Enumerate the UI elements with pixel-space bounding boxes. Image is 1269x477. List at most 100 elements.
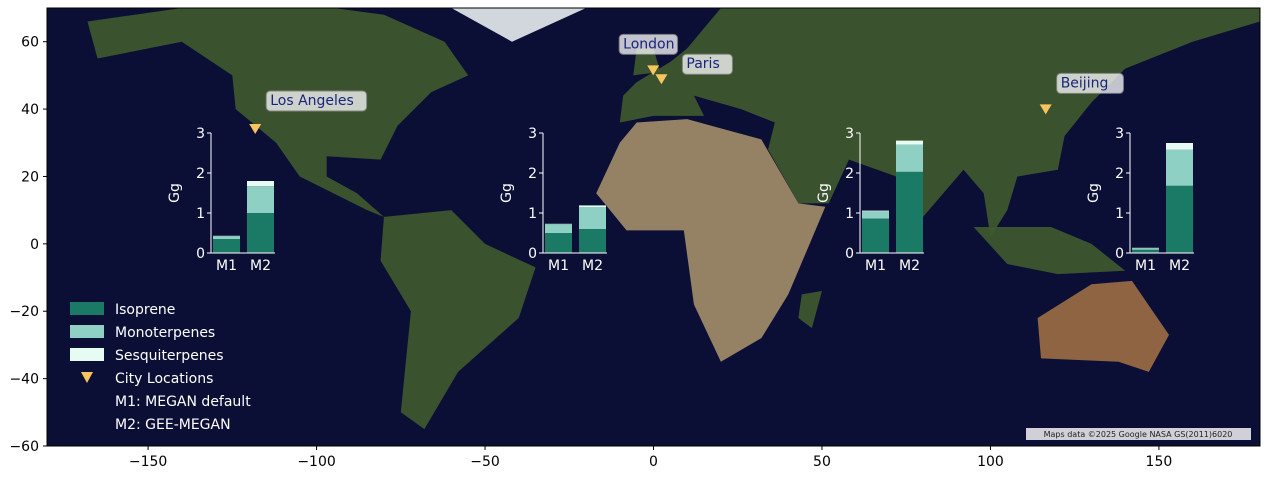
y-tick-label: 20 — [21, 169, 39, 185]
city-marker — [655, 74, 668, 85]
bar-monoterpenes — [1166, 149, 1193, 186]
bar-sesquiterpenes — [862, 210, 889, 212]
city-label-text: Beijing — [1061, 75, 1109, 91]
inset-y-tick-label: 3 — [528, 126, 537, 142]
x-tick-label: 150 — [1146, 454, 1173, 470]
legend-label: City Locations — [115, 371, 213, 387]
x-tick-label: −100 — [297, 454, 335, 470]
inset-y-label: Gg — [499, 183, 515, 203]
y-tick-label: −20 — [9, 304, 39, 320]
landmass-africa — [596, 119, 826, 362]
city-marker — [647, 65, 660, 76]
y-tick-label: −40 — [9, 372, 39, 388]
y-tick-label: 60 — [21, 35, 39, 51]
inset-y-tick-label: 1 — [196, 206, 205, 222]
inset-x-tick-label: M1 — [865, 258, 886, 274]
landmass-south-america — [380, 210, 536, 430]
legend-label: Isoprene — [115, 302, 175, 318]
landmass-north-america — [87, 8, 469, 217]
landmass-indonesia — [973, 227, 1126, 275]
bar-monoterpenes — [862, 211, 889, 219]
inset-y-label: Gg — [167, 183, 183, 203]
city-label: Los Angeles — [265, 90, 368, 112]
bar-monoterpenes — [247, 186, 274, 213]
attribution-box — [1026, 428, 1251, 440]
bar-monoterpenes — [213, 236, 240, 239]
bar-sesquiterpenes — [579, 205, 606, 207]
inset-bar-chart: M1 M2 0 1 2 3 Gg — [167, 126, 275, 274]
bar-monoterpenes — [1132, 248, 1159, 250]
city-label-text: Paris — [686, 56, 719, 72]
inset-y-tick-label: 3 — [845, 126, 854, 142]
inset-bar-chart: M1 M2 0 1 2 3 Gg — [816, 126, 924, 274]
x-tick-label: 100 — [977, 454, 1004, 470]
legend: Isoprene Monoterpenes Sesquiterpenes City L… — [70, 302, 251, 433]
inset-x-tick-label: M1 — [548, 258, 569, 274]
bar-sesquiterpenes — [247, 181, 274, 187]
city-label: Beijing — [1056, 72, 1125, 94]
x-tick-label: 50 — [813, 454, 831, 470]
inset-y-tick-label: 1 — [528, 206, 537, 222]
landmass-greenland — [451, 8, 587, 42]
city-label-box — [265, 90, 368, 112]
inset-y-tick-label: 2 — [196, 166, 205, 182]
inset-y-tick-label: 1 — [845, 206, 854, 222]
inset-y-tick-label: 2 — [1115, 166, 1124, 182]
city-label-text: Los Angeles — [270, 93, 354, 109]
inset-y-tick-label: 0 — [196, 246, 205, 262]
inset-y-tick-label: 2 — [845, 166, 854, 182]
landmass-madagascar — [798, 291, 822, 329]
bar-isoprene — [862, 218, 889, 253]
bar-isoprene — [545, 233, 572, 253]
city-label: London — [618, 33, 679, 55]
landmass-australia — [1037, 280, 1170, 372]
legend-swatch-monoterpenes — [70, 325, 104, 338]
inset-y-tick-label: 3 — [196, 126, 205, 142]
inset-y-tick-label: 1 — [1115, 206, 1124, 222]
bar-monoterpenes — [896, 144, 923, 172]
city-label-text: London — [623, 36, 674, 52]
bar-monoterpenes — [579, 207, 606, 229]
inset-y-tick-label: 0 — [845, 246, 854, 262]
inset-bar-chart: M1 M2 0 1 2 3 Gg — [499, 126, 607, 274]
bar-isoprene — [247, 213, 274, 253]
bar-isoprene — [579, 229, 606, 253]
inset-y-tick-label: 0 — [528, 246, 537, 262]
city-marker — [249, 123, 262, 134]
bar-isoprene — [1166, 185, 1193, 253]
city-label: Paris — [681, 53, 733, 75]
inset-x-tick-label: M1 — [216, 258, 237, 274]
bar-isoprene — [896, 171, 923, 253]
bar-monoterpenes — [545, 224, 572, 233]
y-tick-label: 0 — [30, 237, 39, 253]
landmass-eurasia — [619, 8, 1260, 238]
y-tick-label: −60 — [9, 439, 39, 455]
inset-x-tick-label: M2 — [1169, 258, 1190, 274]
inset-x-tick-label: M1 — [1135, 258, 1156, 274]
legend-label: Sesquiterpenes — [115, 348, 224, 364]
bar-isoprene — [213, 239, 240, 253]
inset-y-tick-label: 2 — [528, 166, 537, 182]
legend-swatch-sesquiterpenes — [70, 348, 104, 361]
x-tick-label: −50 — [470, 454, 500, 470]
x-tick-label: 0 — [649, 454, 658, 470]
city-label-box — [1056, 72, 1125, 94]
city-label-box — [618, 33, 679, 55]
city-marker — [1039, 104, 1052, 115]
y-tick-label: 40 — [21, 102, 39, 118]
inset-y-tick-label: 3 — [1115, 126, 1124, 142]
legend-label: Monoterpenes — [115, 325, 215, 341]
attribution-text: Maps data ©2025 Google NASA GS(2011)6020 — [1044, 430, 1233, 439]
inset-y-label: Gg — [1086, 183, 1102, 203]
inset-bar-chart: M1 M2 0 1 2 3 Gg — [1086, 126, 1194, 274]
legend-city-marker — [81, 372, 93, 383]
bar-isoprene — [1132, 249, 1159, 253]
inset-x-tick-label: M2 — [582, 258, 603, 274]
bar-sesquiterpenes — [896, 140, 923, 145]
inset-y-tick-label: 0 — [1115, 246, 1124, 262]
inset-y-label: Gg — [816, 183, 832, 203]
x-tick-label: −150 — [129, 454, 167, 470]
city-label-box — [681, 53, 733, 75]
